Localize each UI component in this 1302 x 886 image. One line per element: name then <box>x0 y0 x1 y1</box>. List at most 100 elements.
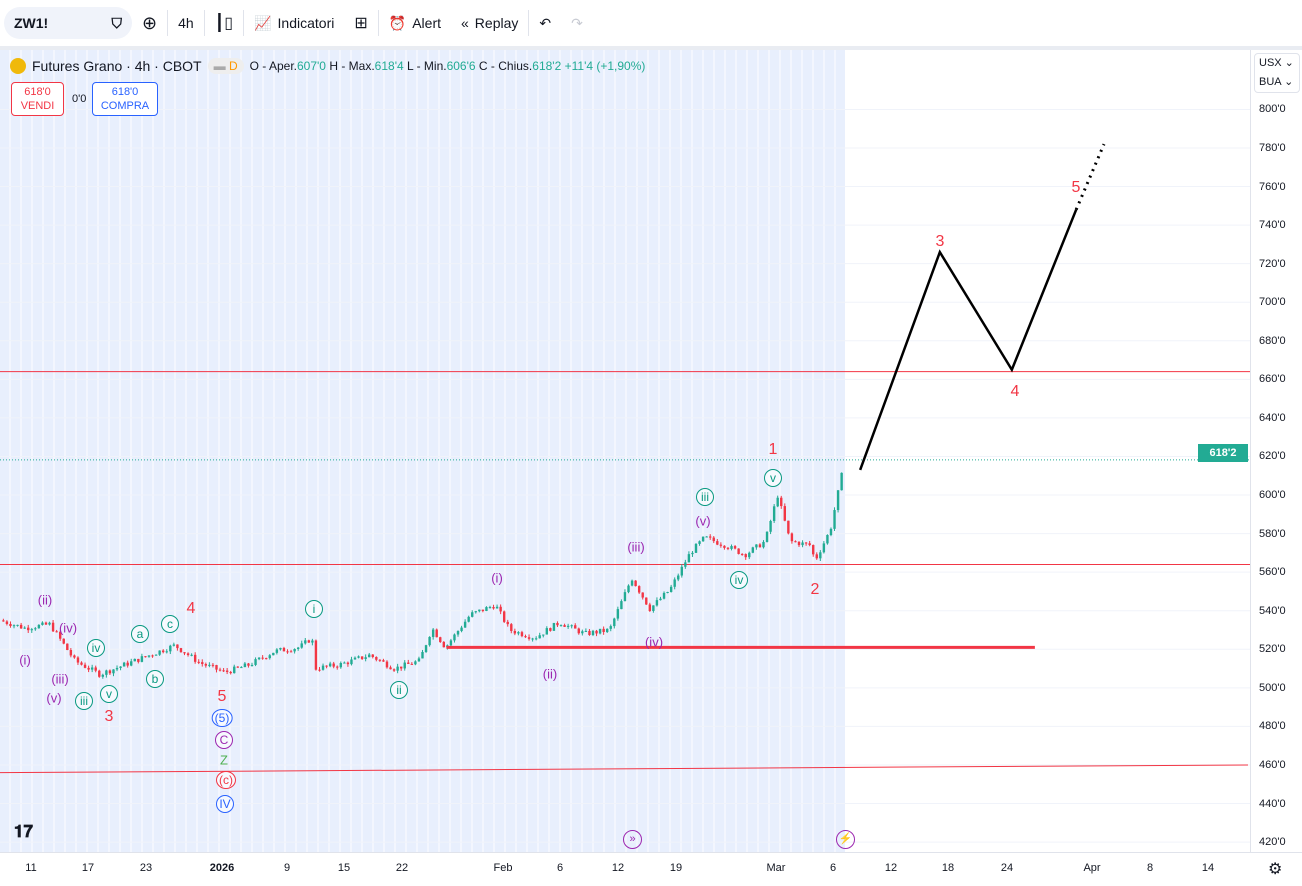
grid-icon: ⊞ <box>354 15 368 32</box>
wave-label[interactable]: (i) <box>491 570 503 586</box>
wave-label[interactable]: (5) <box>211 709 233 727</box>
wave-label[interactable]: 3 <box>104 708 114 725</box>
spread: 0'0 <box>72 93 87 105</box>
candle-body <box>169 645 172 652</box>
candle-body <box>133 658 136 662</box>
candle-body <box>463 621 467 628</box>
indicators-button[interactable]: 📈 Indicatori <box>244 0 344 46</box>
price-axis[interactable]: USX ⌄ BUA ⌄ 800'0 780'0 760'0 740'0 720'0 700'… <box>1250 50 1302 852</box>
candle-body <box>243 663 247 668</box>
candle-body <box>73 655 76 658</box>
candle-body <box>94 667 97 671</box>
candle-body <box>627 585 630 593</box>
wave-label[interactable]: i <box>305 600 323 618</box>
candle-body <box>321 665 325 670</box>
candle-body <box>385 661 389 668</box>
wave-label[interactable]: a <box>131 625 149 643</box>
wave-label[interactable]: (ii) <box>542 666 558 682</box>
candle-body <box>684 562 687 567</box>
candle-body <box>162 650 165 653</box>
candle-body <box>577 628 580 634</box>
wave-label[interactable]: (iv) <box>58 620 78 636</box>
wave-label[interactable]: Z <box>220 752 228 768</box>
wave-label[interactable]: (i) <box>19 652 31 668</box>
wave-label[interactable]: (c) <box>216 771 236 789</box>
wave-label[interactable]: 5 <box>1071 179 1081 196</box>
buy-button[interactable]: 618'0 COMPRA <box>92 82 158 116</box>
wave-label[interactable]: ii <box>390 681 408 699</box>
candle-body <box>552 622 556 631</box>
candle-body <box>563 625 566 627</box>
candle-body <box>744 554 747 558</box>
chart-type-button[interactable]: ┃▯ <box>205 0 243 46</box>
wave-label[interactable]: c <box>161 615 179 633</box>
wave-label[interactable]: iii <box>75 692 93 710</box>
candle-body <box>709 536 712 538</box>
candle-body <box>620 601 623 610</box>
time-tick: 17 <box>81 862 95 874</box>
plus-circle-icon: ⊕ <box>142 12 158 33</box>
candle-body <box>307 640 311 643</box>
compare-button[interactable]: ⊕ <box>132 0 167 46</box>
replay-button[interactable]: « Replay <box>451 0 528 46</box>
candle-body <box>428 636 431 646</box>
wave-label[interactable]: (iv) <box>644 634 664 650</box>
wave-label[interactable]: iv <box>730 571 748 589</box>
wave-label[interactable]: 1 <box>768 441 778 458</box>
wave-label[interactable]: 3 <box>935 233 945 250</box>
wave-label[interactable]: iv <box>87 639 105 657</box>
candle-body <box>279 647 282 650</box>
wave-label[interactable]: (v) <box>695 513 711 529</box>
candle-body <box>9 623 12 627</box>
candle-body <box>293 649 296 652</box>
candle-body <box>55 631 58 633</box>
candle-body <box>655 600 659 606</box>
time-axis[interactable]: 11 17 23 2026 9 15 22 Feb 6 12 19 Mar 6 12 18 24 Apr 8 14 … <box>0 852 1302 886</box>
candle-body <box>833 510 836 529</box>
candle-body <box>556 622 559 626</box>
lightning-icon[interactable]: ⚡ <box>836 830 855 849</box>
wave-label[interactable]: 2 <box>810 581 820 598</box>
wave-label[interactable]: (ii) <box>37 592 53 608</box>
wave-label[interactable]: (iii) <box>51 671 69 687</box>
templates-button[interactable]: ⊞ <box>344 0 377 46</box>
wave-label[interactable]: (v) <box>46 690 62 706</box>
wave-label[interactable]: v <box>100 685 118 703</box>
currency-select[interactable]: USX ⌄ BUA ⌄ <box>1254 53 1300 93</box>
candle-body <box>2 620 5 622</box>
candle-body <box>51 622 55 632</box>
candle-body <box>478 609 481 612</box>
wave-label[interactable]: 4 <box>1010 383 1020 400</box>
alert-button[interactable]: ⏰ Alert <box>379 0 451 46</box>
wave-label[interactable]: v <box>764 469 782 487</box>
candle-body <box>254 659 257 665</box>
wave-label[interactable]: iii <box>696 488 714 506</box>
candle-body <box>726 547 730 549</box>
candle-body <box>265 658 268 660</box>
event-icon[interactable]: » <box>623 830 642 849</box>
candle-body <box>23 627 26 629</box>
undo-button[interactable]: ↶ <box>529 0 561 46</box>
price-tick: 620'0 <box>1259 450 1286 463</box>
candle-body <box>218 669 222 671</box>
sell-button[interactable]: 618'0 VENDI <box>11 82 64 116</box>
settings-gear-icon[interactable]: ⚙ <box>1268 861 1283 878</box>
price-tick: 520'0 <box>1259 643 1286 656</box>
candle-body <box>275 649 279 653</box>
wave-label[interactable]: C <box>215 731 233 749</box>
wave-label[interactable]: 5 <box>217 688 227 705</box>
candle-body <box>723 545 726 548</box>
redo-button[interactable]: ↷ <box>561 0 593 46</box>
symbol-search[interactable]: ZW1! ⛉ <box>4 7 132 39</box>
chart-pane[interactable]: Futures Grano · 4h · CBOT ▬ D O - Aper.6… <box>0 50 1250 852</box>
wave-label[interactable]: IV <box>216 795 234 813</box>
candle-body <box>812 545 815 555</box>
candle-body <box>765 531 769 542</box>
wave-label[interactable]: b <box>146 670 164 688</box>
wave-label[interactable]: 4 <box>186 600 196 617</box>
wave-label[interactable]: (iii) <box>627 539 645 555</box>
candle-body <box>570 625 573 627</box>
candle-body <box>492 607 495 609</box>
price-tick: 780'0 <box>1259 142 1286 154</box>
interval-button[interactable]: 4h <box>168 0 204 46</box>
